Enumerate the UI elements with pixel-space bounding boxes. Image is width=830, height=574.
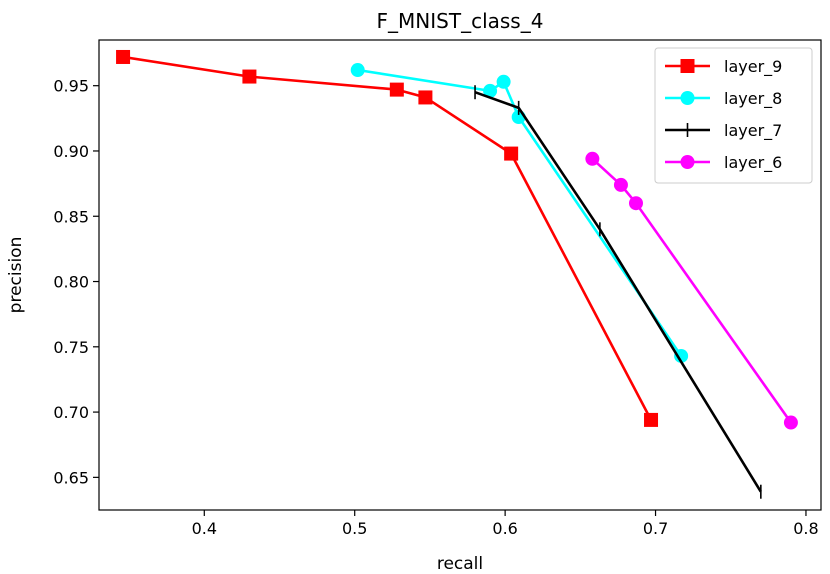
y-tick-label: 0.80 (53, 273, 89, 292)
data-point-layer_9 (644, 412, 659, 427)
data-point-layer_9 (242, 69, 257, 84)
series-layer_9 (116, 49, 659, 427)
series-line-layer_6 (591, 157, 792, 424)
y-tick-label: 0.95 (53, 77, 89, 96)
series-layer (116, 49, 798, 499)
legend-marker (680, 59, 695, 73)
series-layer_6 (585, 151, 798, 430)
legend-label: layer_7 (724, 121, 782, 141)
legend-item-layer_9: layer_9 (665, 57, 782, 77)
y-tick-label: 0.90 (53, 142, 89, 161)
data-point-layer_6 (628, 196, 643, 211)
data-point-layer_9 (389, 82, 404, 97)
y-tick-label: 0.85 (53, 207, 89, 226)
legend-item-layer_6: layer_6 (665, 153, 782, 173)
data-point-layer_8 (496, 74, 511, 89)
y-tick-label: 0.70 (53, 403, 89, 422)
data-point-layer_8 (674, 348, 689, 363)
legend-marker (680, 91, 695, 105)
legend: layer_9 layer_8 layer_7 layer_6 (654, 47, 813, 184)
data-point-layer_9 (504, 146, 519, 161)
legend-frame (654, 47, 813, 184)
legend-label: layer_9 (724, 57, 782, 77)
x-tick-label: 0.5 (342, 519, 367, 538)
series-layer_8 (350, 63, 689, 363)
y-tick-label: 0.75 (53, 338, 89, 357)
y-tick-label: 0.65 (53, 468, 89, 487)
plot-area-frame (98, 39, 822, 511)
series-line-layer_7 (474, 90, 762, 493)
x-tick-label: 0.4 (192, 519, 217, 538)
series-layer_7 (474, 85, 762, 499)
legend-item-layer_8: layer_8 (665, 89, 782, 109)
axis-ticks: 0.4 0.5 0.6 0.7 0.8 0.65 0.70 0.75 0.80 0.85 0.90 0… (53, 77, 818, 538)
data-point-layer_6 (783, 415, 798, 430)
data-point-layer_6 (613, 177, 628, 192)
data-point-layer_8 (483, 83, 498, 98)
legend-label: layer_6 (724, 153, 782, 173)
data-point-layer_8 (350, 63, 365, 78)
legend-marker (680, 155, 695, 169)
data-point-layer_6 (585, 151, 600, 166)
data-point-layer_9 (418, 90, 433, 105)
legend-label: layer_8 (724, 89, 782, 109)
x-tick-label: 0.8 (793, 519, 818, 538)
data-point-layer_9 (116, 49, 131, 64)
legend-item-layer_7: layer_7 (665, 121, 782, 141)
x-tick-label: 0.6 (492, 519, 517, 538)
y-axis-label: precision (6, 237, 26, 314)
series-line-layer_9 (122, 55, 653, 421)
chart-title: F_MNIST_class_4 (377, 9, 544, 33)
x-axis-label: recall (437, 554, 483, 574)
x-tick-label: 0.7 (643, 519, 668, 538)
